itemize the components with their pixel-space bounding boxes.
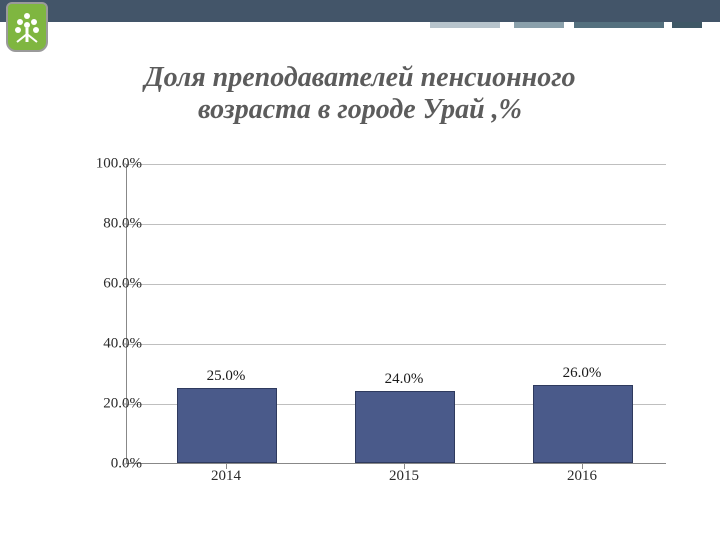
x-tick-label: 2015 (389, 468, 419, 485)
title-line-2: возраста в городе Урай ,% (198, 94, 522, 125)
x-tick-label: 2016 (567, 468, 597, 485)
header-accent-segment (514, 22, 564, 28)
x-tick-label: 2014 (211, 468, 241, 485)
bar-value-label: 24.0% (385, 371, 424, 388)
city-crest-icon (6, 2, 48, 52)
bar-value-label: 26.0% (563, 365, 602, 382)
y-tick-label: 80.0% (70, 216, 142, 233)
gridline (127, 164, 666, 165)
y-tick-mark (122, 344, 126, 345)
title-line-1: Доля преподавателей пенсионного (144, 62, 575, 93)
x-tick-mark (404, 464, 405, 469)
y-tick-label: 0.0% (70, 456, 142, 473)
y-tick-mark (122, 284, 126, 285)
plot-area (126, 164, 666, 464)
header-accent-segment (574, 22, 664, 28)
gridline (127, 284, 666, 285)
bar (533, 385, 633, 463)
header-accent-segment (564, 22, 574, 28)
header-accent-segment (664, 22, 672, 28)
x-tick-mark (226, 464, 227, 469)
y-tick-mark (122, 404, 126, 405)
y-tick-mark (122, 224, 126, 225)
gridline (127, 344, 666, 345)
x-tick-mark (582, 464, 583, 469)
gridline (127, 224, 666, 225)
page-title: Доля преподавателей пенсионного возраста… (0, 62, 720, 126)
header-accent-segment (500, 22, 514, 28)
y-tick-mark (122, 464, 126, 465)
bar (355, 391, 455, 463)
slide: Доля преподавателей пенсионного возраста… (0, 0, 720, 540)
y-tick-label: 60.0% (70, 276, 142, 293)
y-tick-mark (122, 164, 126, 165)
y-tick-label: 40.0% (70, 336, 142, 353)
header-accent-segment (672, 22, 702, 28)
header-band (0, 0, 720, 44)
header-accent-lines (430, 22, 702, 28)
y-tick-label: 100.0% (70, 156, 142, 173)
header-stripe (0, 0, 720, 22)
bar-value-label: 25.0% (207, 368, 246, 385)
y-tick-label: 20.0% (70, 396, 142, 413)
bar (177, 388, 277, 463)
header-accent-segment (430, 22, 500, 28)
bar-chart: 0.0% 20.0% 40.0% 60.0% 80.0% 100.0% 25.0% 2014 2… (50, 158, 690, 508)
